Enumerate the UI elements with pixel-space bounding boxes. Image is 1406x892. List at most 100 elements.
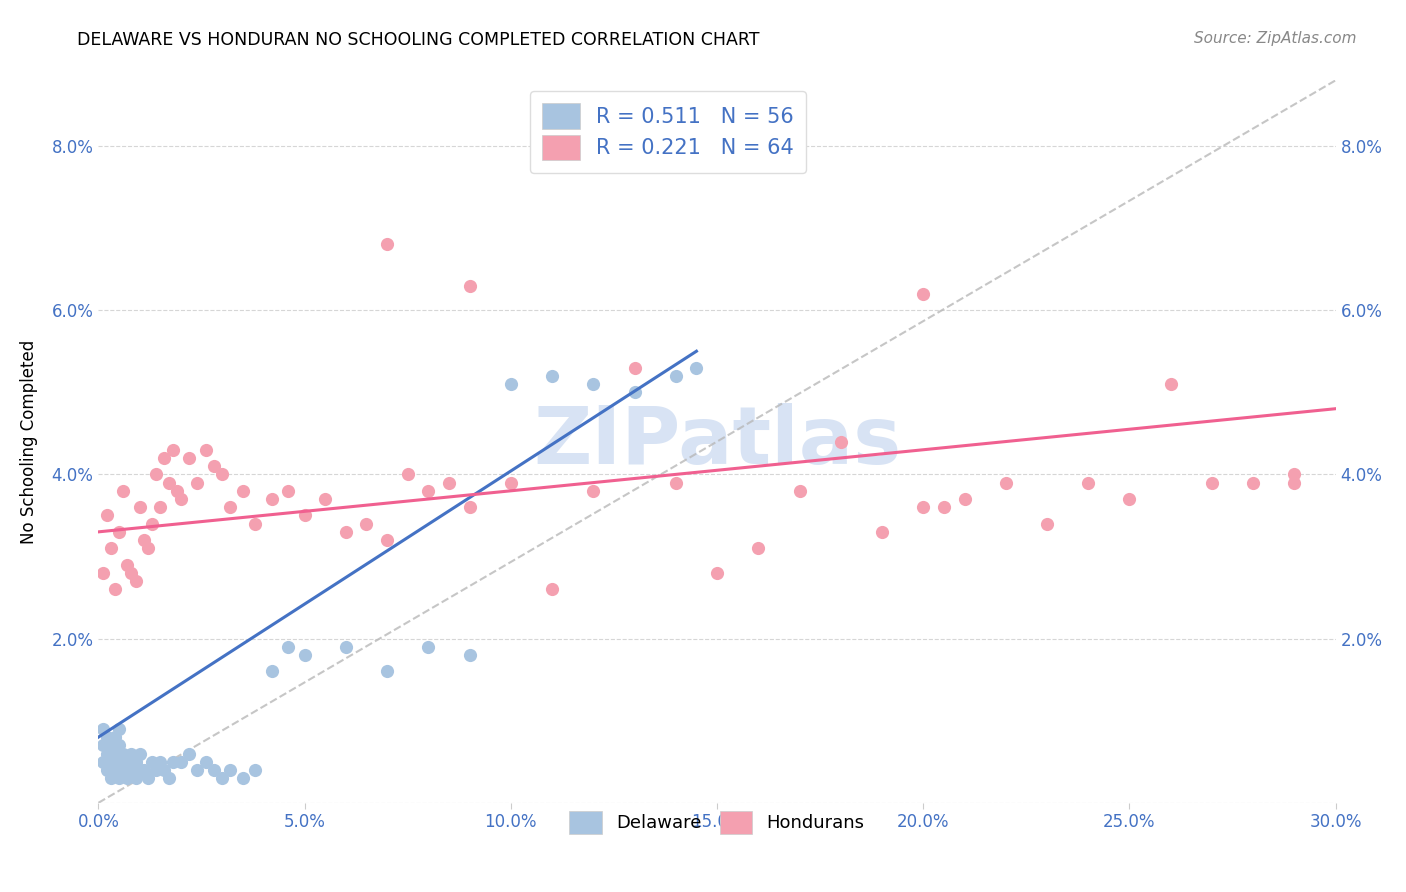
Point — [91, 739, 114, 753]
Point — [260, 491, 283, 506]
Point — [1118, 491, 1140, 506]
Point — [396, 467, 419, 482]
Point — [96, 763, 118, 777]
Point — [375, 665, 398, 679]
Point — [458, 278, 481, 293]
Point — [170, 491, 193, 506]
Point — [108, 524, 131, 539]
Point — [458, 500, 481, 515]
Point — [100, 739, 122, 753]
Point — [186, 475, 208, 490]
Point — [1160, 377, 1182, 392]
Point — [96, 747, 118, 761]
Point — [418, 483, 440, 498]
Point — [145, 467, 167, 482]
Point — [96, 508, 118, 523]
Point — [243, 516, 266, 531]
Point — [541, 368, 564, 383]
Point — [375, 237, 398, 252]
Point — [194, 442, 217, 457]
Point — [437, 475, 460, 490]
Point — [623, 360, 645, 375]
Point — [170, 755, 193, 769]
Point — [112, 483, 135, 498]
Point — [1201, 475, 1223, 490]
Point — [112, 763, 135, 777]
Point — [665, 368, 688, 383]
Point — [162, 755, 184, 769]
Point — [108, 722, 131, 736]
Point — [117, 771, 139, 785]
Point — [232, 771, 254, 785]
Point — [128, 763, 150, 777]
Point — [179, 747, 201, 761]
Point — [124, 755, 146, 769]
Point — [260, 665, 283, 679]
Point — [100, 771, 122, 785]
Point — [314, 491, 336, 506]
Point — [458, 648, 481, 662]
Point — [499, 377, 522, 392]
Point — [789, 483, 811, 498]
Point — [117, 755, 139, 769]
Point — [120, 566, 142, 580]
Point — [141, 755, 163, 769]
Point — [912, 286, 935, 301]
Point — [953, 491, 976, 506]
Point — [243, 763, 266, 777]
Point — [120, 747, 142, 761]
Point — [375, 533, 398, 547]
Point — [117, 558, 139, 572]
Point — [149, 755, 172, 769]
Point — [932, 500, 955, 515]
Point — [186, 763, 208, 777]
Point — [202, 763, 225, 777]
Point — [499, 475, 522, 490]
Point — [541, 582, 564, 597]
Point — [219, 500, 242, 515]
Point — [277, 640, 299, 654]
Point — [91, 722, 114, 736]
Point — [1036, 516, 1059, 531]
Point — [128, 747, 150, 761]
Point — [124, 574, 146, 588]
Point — [157, 771, 180, 785]
Point — [335, 524, 357, 539]
Point — [418, 640, 440, 654]
Point — [582, 483, 605, 498]
Legend: Delaware, Hondurans: Delaware, Hondurans — [558, 801, 876, 845]
Point — [335, 640, 357, 654]
Point — [179, 450, 201, 465]
Point — [294, 648, 316, 662]
Y-axis label: No Schooling Completed: No Schooling Completed — [20, 340, 38, 543]
Point — [96, 730, 118, 744]
Point — [145, 763, 167, 777]
Point — [136, 771, 159, 785]
Point — [211, 467, 233, 482]
Point — [112, 747, 135, 761]
Point — [153, 450, 176, 465]
Point — [685, 360, 707, 375]
Point — [994, 475, 1017, 490]
Point — [277, 483, 299, 498]
Point — [157, 475, 180, 490]
Point — [124, 771, 146, 785]
Point — [294, 508, 316, 523]
Point — [104, 763, 127, 777]
Point — [100, 541, 122, 556]
Point — [194, 755, 217, 769]
Point — [665, 475, 688, 490]
Point — [120, 763, 142, 777]
Point — [582, 377, 605, 392]
Point — [1241, 475, 1264, 490]
Point — [870, 524, 893, 539]
Point — [1284, 475, 1306, 490]
Point — [91, 566, 114, 580]
Point — [149, 500, 172, 515]
Text: Source: ZipAtlas.com: Source: ZipAtlas.com — [1194, 31, 1357, 46]
Point — [100, 755, 122, 769]
Point — [104, 730, 127, 744]
Point — [162, 442, 184, 457]
Text: DELAWARE VS HONDURAN NO SCHOOLING COMPLETED CORRELATION CHART: DELAWARE VS HONDURAN NO SCHOOLING COMPLE… — [77, 31, 759, 49]
Point — [706, 566, 728, 580]
